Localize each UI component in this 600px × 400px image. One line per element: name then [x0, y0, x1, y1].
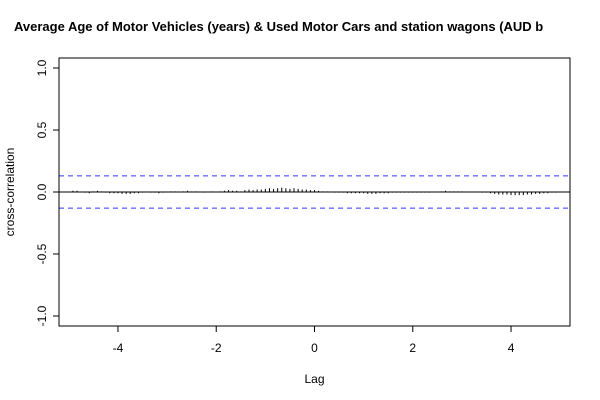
y-tick-label: 0.5 [35, 121, 49, 138]
y-tick-label: -0.5 [35, 243, 49, 264]
y-axis: -1.0 -0.5 0.0 0.5 1.0 [35, 59, 60, 326]
y-tick-label: -1.0 [35, 305, 49, 326]
x-axis: -4 -2 0 2 4 [113, 325, 515, 355]
chart-title: Average Age of Motor Vehicles (years) & … [14, 19, 543, 34]
x-tick-label: -2 [211, 341, 222, 355]
confidence-bands [59, 175, 570, 209]
x-tick-label: 0 [311, 341, 318, 355]
x-tick-label: 4 [508, 341, 515, 355]
x-tick-label: -4 [113, 341, 124, 355]
y-tick-label: 1.0 [35, 59, 49, 76]
y-tick-label: 0.0 [35, 183, 49, 200]
x-axis-label: Lag [304, 372, 324, 386]
x-tick-label: 2 [409, 341, 416, 355]
correlation-bars [72, 187, 557, 196]
y-axis-label: cross-correlation [3, 148, 17, 237]
